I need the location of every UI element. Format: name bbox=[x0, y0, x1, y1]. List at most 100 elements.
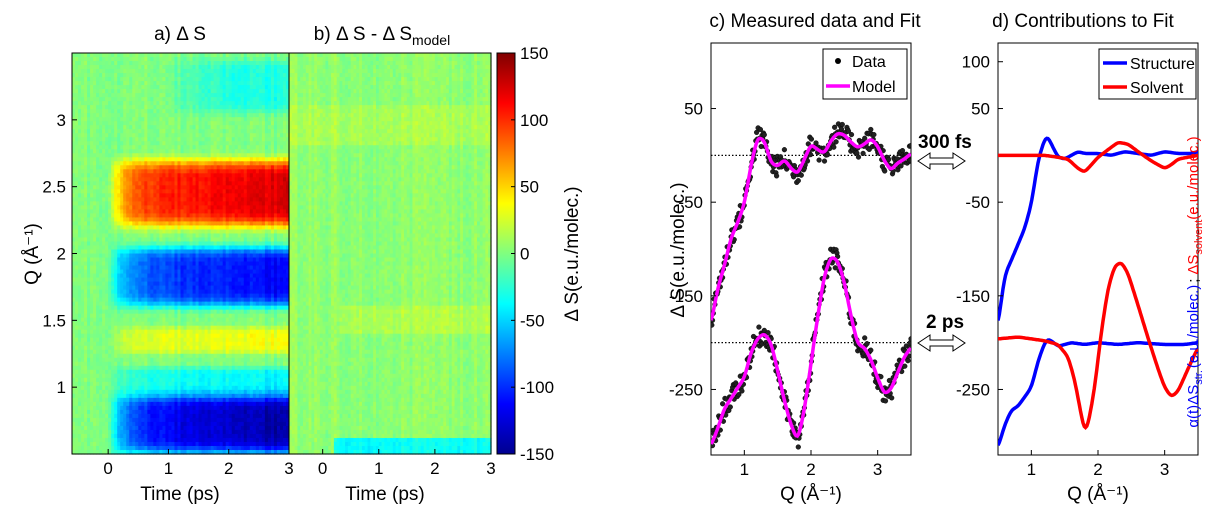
panel-a-heatmap-cell bbox=[93, 373, 97, 379]
panel-a-heatmap-cell bbox=[75, 277, 79, 283]
panel-a-heatmap-cell bbox=[117, 257, 121, 263]
panel-a-heatmap-cell bbox=[75, 397, 79, 403]
panel-a-heatmap-cell bbox=[99, 217, 103, 223]
panel-a-heatmap-cell bbox=[108, 337, 112, 343]
panel-a-heatmap-cell bbox=[84, 357, 88, 363]
panel-a-heatmap bbox=[72, 53, 290, 455]
panel-a-heatmap-cell bbox=[120, 273, 124, 279]
panel-a-heatmap-cell bbox=[105, 77, 109, 82]
panel-a-heatmap-cell bbox=[87, 269, 91, 275]
panel-a-heatmap-cell bbox=[108, 329, 112, 335]
panel-a-heatmap-cell bbox=[108, 413, 112, 419]
panel-a-heatmap-cell bbox=[120, 57, 124, 62]
panel-a-heatmap-cell bbox=[75, 221, 79, 227]
panel-a-heatmap-cell bbox=[117, 197, 121, 202]
panel-a-heatmap-cell bbox=[90, 277, 94, 283]
panel-a-heatmap-cell bbox=[78, 297, 82, 303]
panel-a-heatmap-cell bbox=[105, 113, 109, 118]
panel-a-heatmap-cell bbox=[84, 389, 88, 395]
panel-a-heatmap-cell bbox=[78, 445, 82, 451]
panel-a-heatmap-cell bbox=[105, 225, 109, 231]
panel-a-heatmap-cell bbox=[78, 145, 82, 150]
panel-a-heatmap-cell bbox=[96, 197, 100, 202]
panel-a-heatmap-cell bbox=[120, 61, 124, 66]
panel-a-heatmap-cell bbox=[99, 381, 103, 387]
panel-a-heatmap-cell bbox=[75, 253, 79, 259]
panel-a-heatmap-cell bbox=[93, 141, 97, 146]
panel-a-heatmap-cell bbox=[78, 361, 82, 367]
panel-a-heatmap-cell bbox=[120, 245, 124, 251]
panel-a-heatmap-cell bbox=[87, 85, 91, 90]
panel-a-heatmap-cell bbox=[84, 437, 88, 443]
panel-a-heatmap-cell bbox=[96, 417, 100, 423]
panel-a-heatmap-cell bbox=[102, 261, 106, 267]
panel-a-heatmap-cell bbox=[99, 281, 103, 287]
panel-a-heatmap-cell bbox=[75, 425, 79, 431]
panel-a-heatmap-cell bbox=[120, 169, 124, 174]
panel-a-heatmap-cell bbox=[111, 61, 115, 66]
panel-a-heatmap-cell bbox=[117, 205, 121, 210]
panel-a-heatmap-cell bbox=[114, 133, 118, 138]
panel-a-heatmap-cell bbox=[120, 373, 124, 379]
panel-a-heatmap-cell bbox=[87, 273, 91, 279]
panel-a-heatmap-cell bbox=[96, 177, 100, 182]
panel-a-heatmap-cell bbox=[114, 321, 118, 327]
panel-a-heatmap-cell bbox=[120, 433, 124, 439]
panel-a-heatmap-cell bbox=[120, 261, 124, 267]
panel-a-heatmap-cell bbox=[93, 365, 97, 371]
panel-a-title: a) Δ S bbox=[154, 24, 206, 45]
panel-a-heatmap-cell bbox=[105, 329, 109, 335]
panel-a-heatmap-cell bbox=[93, 401, 97, 407]
panel-a-heatmap-cell bbox=[75, 233, 79, 239]
panel-a-heatmap-cell bbox=[102, 325, 106, 331]
panel-a-heatmap-cell bbox=[105, 165, 109, 170]
panel-a-heatmap-cell bbox=[96, 85, 100, 90]
panel-a-heatmap-cell bbox=[102, 89, 106, 94]
panel-a-heatmap-cell bbox=[111, 245, 115, 251]
panel-a-heatmap-cell bbox=[81, 77, 85, 82]
panel-a-heatmap-cell bbox=[99, 313, 103, 319]
panel-a-heatmap-cell bbox=[123, 133, 127, 138]
panel-a-heatmap-cell bbox=[93, 205, 97, 210]
panel-a-heatmap-cell bbox=[114, 81, 118, 86]
panel-a-heatmap-cell bbox=[108, 269, 112, 275]
panel-a-heatmap-cell bbox=[72, 261, 76, 267]
panel-a-heatmap-cell bbox=[90, 201, 94, 206]
panel-a-heatmap-cell bbox=[111, 389, 115, 395]
panel-a-heatmap-cell bbox=[78, 385, 82, 391]
panel-a-heatmap-cell bbox=[84, 309, 88, 315]
panel-a-heatmap-cell bbox=[102, 189, 106, 194]
panel-a-heatmap-cell bbox=[96, 449, 100, 455]
panel-a-heatmap-cell bbox=[84, 409, 88, 415]
panel-a-heatmap-cell bbox=[72, 233, 76, 239]
panel-a-heatmap-cell bbox=[105, 213, 109, 219]
panel-a-heatmap-cell bbox=[75, 77, 79, 82]
panel-a-heatmap-cell bbox=[93, 273, 97, 279]
panel-a-heatmap-cell bbox=[90, 217, 94, 223]
panel-a-heatmap-cell bbox=[114, 313, 118, 319]
panel-a-heatmap-cell bbox=[78, 313, 82, 319]
panel-a-heatmap-cell bbox=[120, 233, 124, 239]
panel-a-heatmap-cell bbox=[93, 297, 97, 303]
panel-a-heatmap-cell bbox=[78, 85, 82, 90]
panel-a-heatmap-cell bbox=[93, 441, 97, 447]
panel-a-heatmap-cell bbox=[96, 217, 100, 223]
panel-a-heatmap-cell bbox=[90, 141, 94, 146]
panel-a-heatmap-cell bbox=[96, 237, 100, 243]
panel-a-heatmap-cell bbox=[93, 133, 97, 138]
panel-a-heatmap-cell bbox=[96, 169, 100, 174]
panel-a-heatmap-cell bbox=[108, 53, 112, 58]
panel-a-heatmap-cell bbox=[111, 189, 115, 194]
panel-a-heatmap-cell bbox=[72, 217, 76, 223]
panel-a-heatmap-cell bbox=[117, 421, 121, 427]
panel-a-heatmap-cell bbox=[117, 305, 121, 311]
panel-a-heatmap-cell bbox=[93, 89, 97, 94]
panel-a-heatmap-cell bbox=[108, 197, 112, 202]
panel-a-heatmap-cell bbox=[72, 425, 76, 431]
panel-a-heatmap-cell bbox=[120, 121, 124, 126]
panel-a-heatmap-cell bbox=[81, 377, 85, 383]
panel-a-heatmap-cell bbox=[120, 181, 124, 186]
panel-a-heatmap-cell bbox=[105, 317, 109, 323]
panel-a-heatmap-cell bbox=[93, 197, 97, 202]
panel-a-heatmap-cell bbox=[114, 433, 118, 439]
